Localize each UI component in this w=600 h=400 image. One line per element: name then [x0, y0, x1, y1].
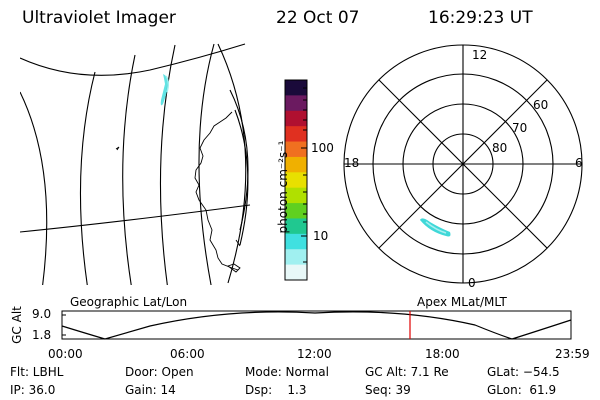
colorbar-cell: [285, 126, 307, 143]
longitude-line: [20, 91, 48, 285]
observation-time: 16:29:23 UT: [428, 8, 533, 28]
colorbar-cell: [285, 110, 307, 127]
glon-info: GLon: 61.9: [487, 383, 557, 397]
mlt-label-12: 12: [472, 48, 488, 62]
colorbar-cell: [285, 218, 307, 235]
lat-label-80: 80: [492, 141, 508, 155]
latitude-line: [20, 204, 251, 233]
timeline-x-tick: 06:00: [170, 347, 205, 361]
timeline-y-tick-bottom: 1.8: [32, 328, 52, 342]
ip-info: IP: 36.0: [10, 383, 56, 397]
glat-info: GLat: −54.5: [487, 365, 560, 379]
colorbar-cell: [285, 203, 307, 219]
dsp-info: Dsp: 1.3: [245, 383, 307, 397]
longitude-line: [122, 54, 136, 285]
coastline: [194, 111, 239, 271]
colorbar-tick-10: 10: [313, 229, 329, 243]
limb-arc: [234, 109, 249, 246]
seq-info: Seq: 39: [365, 383, 411, 397]
longitude-line: [159, 44, 176, 285]
colorbar-cell: [285, 233, 307, 250]
geographic-map: [20, 43, 251, 285]
longitude-line: [198, 43, 215, 285]
timeline-x-tick: 00:00: [48, 347, 83, 361]
timeline-x-tick: 23:59: [555, 347, 590, 361]
mlt-label-18: 18: [344, 156, 360, 170]
timeline-right-caption: Apex MLat/MLT: [417, 295, 507, 309]
mlt-label-6: 6: [575, 156, 583, 170]
mlt-label-0: 0: [468, 276, 476, 290]
observation-date: 22 Oct 07: [276, 8, 360, 28]
mode-info: Mode: Normal: [245, 365, 329, 379]
colorbar-cell: [285, 156, 307, 173]
aurora-emission-polar: [420, 218, 451, 237]
coastline: [227, 263, 241, 273]
colorbar-cell: [285, 141, 307, 158]
latitude-line: [20, 43, 246, 76]
timeline-y-tick-top: 9.0: [32, 307, 52, 321]
colorbar-cell: [285, 264, 307, 281]
aurora-emission-geo: [160, 74, 170, 106]
instrument-title: Ultraviolet Imager: [22, 8, 176, 28]
filter-info: Flt: LBHL: [10, 365, 64, 379]
colorbar-cell: [285, 95, 307, 112]
door-info: Door: Open: [125, 365, 194, 379]
colorbar: [284, 79, 308, 281]
colorbar-cell: [285, 249, 307, 266]
limb-arc: [217, 43, 247, 284]
colorbar-unit-label: photon cm⁻²s⁻¹: [276, 140, 290, 234]
longitude-line: [229, 89, 249, 231]
timeline-left-caption: Geographic Lat/Lon: [70, 295, 188, 309]
timeline-x-tick: 12:00: [297, 347, 332, 361]
gain-info: Gain: 14: [125, 383, 176, 397]
mlt-diagonal: [369, 70, 557, 258]
colorbar-cell: [285, 172, 307, 189]
lat-label-60: 60: [533, 98, 549, 112]
longitude-line: [79, 71, 96, 285]
colorbar-cell: [285, 80, 307, 96]
timeline-y-axis-label: GC Alt: [10, 306, 24, 344]
altitude-curve: [61, 311, 572, 340]
timeline-panel: [61, 310, 572, 340]
lat-label-70: 70: [512, 121, 528, 135]
island: [115, 146, 120, 151]
gc-alt-info: GC Alt: 7.1 Re: [365, 365, 449, 379]
colorbar-cell: [285, 187, 307, 204]
colorbar-tick-100: 100: [311, 141, 334, 155]
timeline-x-tick: 18:00: [425, 347, 460, 361]
coastline: [235, 239, 241, 247]
polar-plot: [343, 44, 583, 284]
